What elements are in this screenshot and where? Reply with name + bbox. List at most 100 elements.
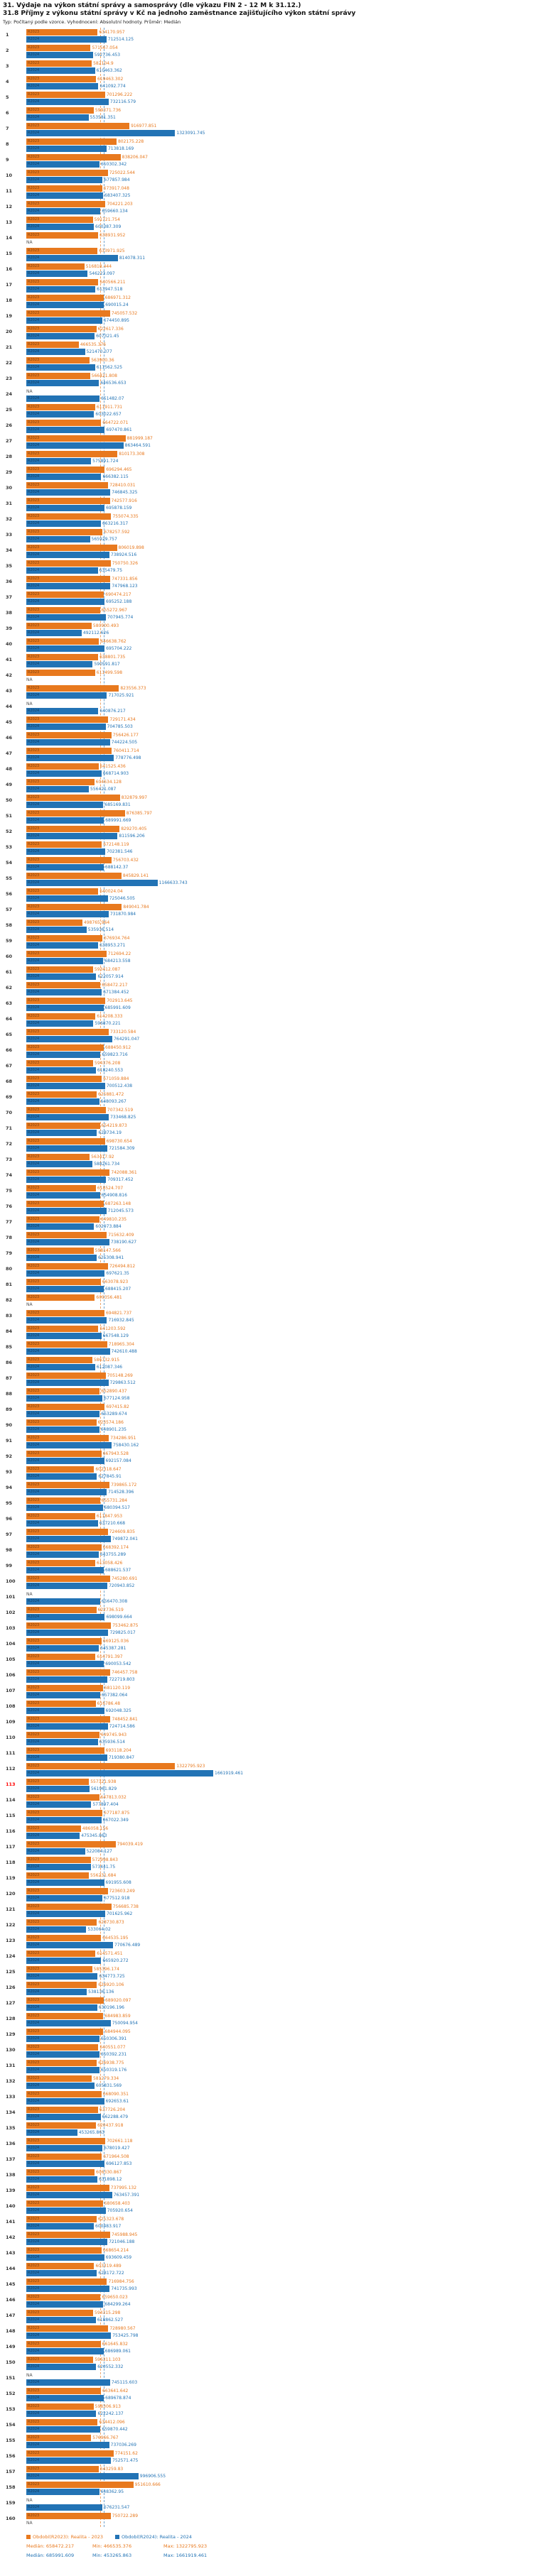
bar-r2023[interactable]: R2023 xyxy=(26,2153,102,2160)
bar-r2024[interactable]: R2024 xyxy=(26,1316,107,1324)
bar-r2024[interactable]: R2024 xyxy=(26,1613,105,1620)
row-number[interactable]: 47 xyxy=(6,751,13,756)
bar-r2023[interactable]: R2023 xyxy=(26,747,112,754)
row-number[interactable]: 117 xyxy=(6,1844,16,1850)
bar-r2023[interactable]: R2023 xyxy=(26,341,79,348)
row-number[interactable]: 97 xyxy=(6,1532,13,1537)
bar-r2024[interactable]: R2024 xyxy=(26,1957,102,1964)
bar-r2023[interactable]: R2023 xyxy=(26,2028,104,2035)
bar-r2024[interactable]: R2024 xyxy=(26,1379,109,1386)
row-number[interactable]: 128 xyxy=(6,2016,16,2021)
row-number[interactable]: 4 xyxy=(6,79,9,84)
row-number[interactable]: 140 xyxy=(6,2203,16,2209)
bar-r2024[interactable]: R2024 xyxy=(26,1754,107,1761)
row-number[interactable]: 65 xyxy=(6,1032,13,1037)
row-number[interactable]: 46 xyxy=(6,735,13,741)
bar-r2023[interactable]: R2023 xyxy=(26,403,95,410)
bar-r2023[interactable]: R2023 xyxy=(26,966,93,973)
bar-r2024[interactable]: R2024 xyxy=(26,1223,95,1230)
row-number[interactable]: 49 xyxy=(6,782,13,787)
row-number[interactable]: 125 xyxy=(6,1969,16,1975)
row-number[interactable]: 103 xyxy=(6,1625,16,1631)
bar-r2024[interactable]: R2024 xyxy=(26,1285,104,1292)
bar-r2023[interactable]: R2023 xyxy=(26,856,112,863)
bar-r2024[interactable]: R2024 xyxy=(26,2410,97,2417)
bar-r2024[interactable]: R2024 xyxy=(26,457,92,464)
bar-r2023[interactable]: R2023 xyxy=(26,1856,91,1863)
bar-r2023[interactable]: R2023 xyxy=(26,1840,116,1848)
bar-r2023[interactable]: R2023 xyxy=(26,2137,106,2144)
bar-r2024[interactable]: R2024 xyxy=(26,82,99,89)
row-number[interactable]: 107 xyxy=(6,1688,16,1693)
row-number[interactable]: 2 xyxy=(6,48,9,53)
row-number[interactable]: 113 xyxy=(6,1781,16,1787)
row-number[interactable]: 26 xyxy=(6,422,13,428)
bar-r2024[interactable]: R2024 xyxy=(26,2285,110,2292)
row-number[interactable]: 12 xyxy=(6,204,13,209)
bar-r2023[interactable]: R2023 xyxy=(26,1950,96,1957)
bar-r2024[interactable]: R2024 xyxy=(26,410,95,417)
bar-r2024[interactable]: R2024 xyxy=(26,754,114,761)
bar-r2023[interactable]: R2023 xyxy=(26,653,99,660)
bar-r2024[interactable]: R2024 xyxy=(26,1566,104,1573)
row-number[interactable]: 155 xyxy=(6,2438,16,2443)
bar-r2023[interactable]: R2023 xyxy=(26,263,85,270)
bar-r2024[interactable]: R2024 xyxy=(26,1207,107,1214)
bar-r2023[interactable]: R2023 xyxy=(26,2262,95,2269)
bar-r2024[interactable]: R2024 xyxy=(26,1113,109,1120)
bar-r2023[interactable]: R2023 xyxy=(26,2122,97,2129)
row-number[interactable]: 80 xyxy=(6,1266,13,1272)
bar-r2024[interactable]: R2024 xyxy=(26,2129,77,2136)
bar-r2024[interactable]: R2024 xyxy=(26,2097,104,2105)
bar-r2023[interactable]: R2023 xyxy=(26,60,92,67)
row-number[interactable]: 27 xyxy=(6,438,13,444)
row-number[interactable]: 58 xyxy=(6,922,13,928)
bar-r2023[interactable]: R2023 xyxy=(26,1231,107,1238)
row-number[interactable]: 54 xyxy=(6,860,13,866)
row-number[interactable]: 122 xyxy=(6,1922,16,1928)
bar-r2024[interactable]: R2024 xyxy=(26,223,94,230)
bar-r2024[interactable]: R2024 xyxy=(26,1879,104,1886)
row-number[interactable]: 23 xyxy=(6,376,13,381)
bar-r2023[interactable]: R2023 xyxy=(26,466,105,473)
row-number[interactable]: 63 xyxy=(6,1000,13,1006)
bar-r2023[interactable]: R2023 xyxy=(26,528,103,535)
bar-r2024[interactable]: R2024 xyxy=(26,2301,104,2308)
bar-r2023[interactable]: R2023 xyxy=(26,419,102,426)
row-number[interactable]: 141 xyxy=(6,2219,16,2225)
bar-r2023[interactable]: R2023 xyxy=(26,2309,94,2316)
row-number[interactable]: 96 xyxy=(6,1516,13,1522)
bar-r2023[interactable]: R2023 xyxy=(26,185,102,192)
row-number[interactable]: 123 xyxy=(6,1938,16,1943)
bar-r2024[interactable]: R2024 xyxy=(26,770,102,777)
bar-r2024[interactable]: R2024 xyxy=(26,1332,102,1339)
bar-r2024[interactable]: R2024 xyxy=(26,2066,99,2073)
row-number[interactable]: 73 xyxy=(6,1157,13,1162)
bar-r2024[interactable]: R2024 xyxy=(26,2238,108,2245)
row-number[interactable]: 9 xyxy=(6,157,9,163)
bar-r2023[interactable]: R2023 xyxy=(26,544,117,551)
row-number[interactable]: 79 xyxy=(6,1250,13,1256)
bar-r2023[interactable]: R2023 xyxy=(26,1653,96,1660)
bar-r2024[interactable]: R2024 xyxy=(26,332,95,339)
bar-r2023[interactable]: R2023 xyxy=(26,1059,94,1066)
bar-r2024[interactable]: R2024 xyxy=(26,613,107,621)
row-number[interactable]: 150 xyxy=(6,2359,16,2365)
bar-r2023[interactable]: R2023 xyxy=(26,1325,99,1332)
bar-r2024[interactable]: R2024 xyxy=(26,1363,95,1370)
row-number[interactable]: 127 xyxy=(6,2000,16,2006)
row-number[interactable]: 57 xyxy=(6,907,13,912)
bar-r2024[interactable]: R2024 xyxy=(26,1551,99,1558)
row-number[interactable]: 39 xyxy=(6,626,13,631)
bar-r2024[interactable]: R2024 xyxy=(26,36,107,43)
bar-r2024[interactable]: R2024 xyxy=(26,364,95,371)
bar-r2023[interactable]: R2023 xyxy=(26,2168,95,2176)
bar-r2024[interactable]: R2024 xyxy=(26,942,99,949)
bar-r2023[interactable]: R2023 xyxy=(26,1872,90,1879)
bar-r2023[interactable]: R2023 xyxy=(26,1747,104,1754)
bar-r2023[interactable]: R2023 xyxy=(26,91,105,98)
bar-r2023[interactable]: R2023 xyxy=(26,872,122,879)
bar-r2023[interactable]: R2023 xyxy=(26,2356,94,2363)
row-number[interactable]: 137 xyxy=(6,2156,16,2162)
bar-r2023[interactable]: R2023 xyxy=(26,1997,104,2004)
